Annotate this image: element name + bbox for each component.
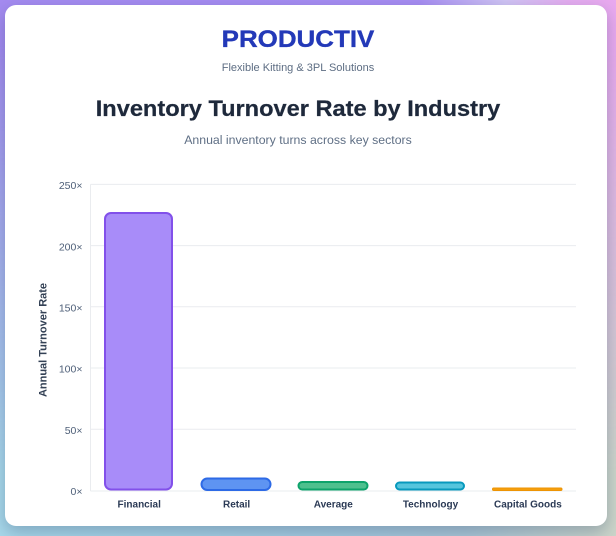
svg-text:200×: 200× <box>59 241 83 253</box>
svg-text:50×: 50× <box>65 425 83 437</box>
svg-text:100×: 100× <box>59 364 83 376</box>
svg-text:Financial: Financial <box>118 499 162 510</box>
svg-text:250×: 250× <box>59 180 83 192</box>
svg-text:Capital Goods: Capital Goods <box>494 499 562 510</box>
svg-text:Average: Average <box>314 499 354 510</box>
svg-text:Technology: Technology <box>403 499 459 510</box>
svg-text:0×: 0× <box>71 486 83 498</box>
svg-text:150×: 150× <box>59 303 83 315</box>
svg-text:Annual Turnover Rate: Annual Turnover Rate <box>38 283 50 397</box>
svg-text:Retail: Retail <box>223 499 250 510</box>
